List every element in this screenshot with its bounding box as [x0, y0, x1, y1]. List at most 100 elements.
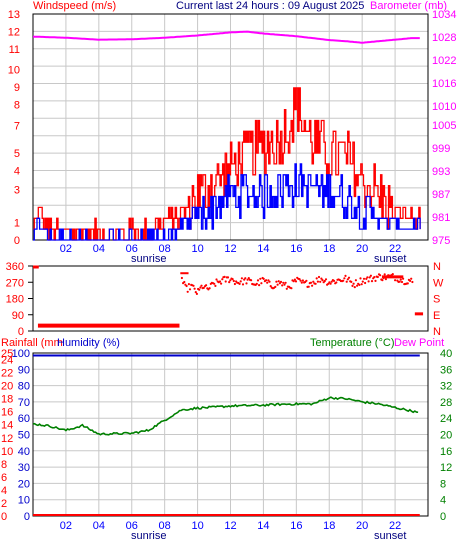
direction-point: [247, 277, 250, 280]
humidity-tick-label: 30: [18, 462, 30, 474]
temperature-tick-label: 12: [440, 462, 452, 474]
wind-tick-label: 3: [14, 185, 20, 197]
x-tick-label-bottom: 08: [159, 520, 171, 532]
humidity-tick-label: 20: [18, 478, 30, 490]
sunrise-label-top: sunrise: [131, 253, 166, 265]
x-tick-label: 20: [356, 243, 368, 255]
direction-point: [345, 280, 348, 283]
direction-point: [255, 282, 258, 285]
direction-point: [262, 277, 265, 280]
direction-point: [258, 284, 261, 287]
barometer-tick-label: 999: [432, 143, 450, 155]
temperature-tick-label: 24: [440, 413, 452, 425]
barometer-tick-label: 1010: [432, 101, 456, 113]
wind-tick-label: 11: [9, 44, 20, 56]
direction-point: [376, 275, 379, 279]
x-tick-label-bottom: 06: [126, 520, 138, 532]
direction-point: [344, 274, 347, 277]
compass-tick-label: N: [433, 261, 441, 273]
wind-tick-label: 9: [14, 82, 20, 94]
direction-point: [293, 278, 296, 281]
direction-point: [240, 277, 243, 280]
direction-point: [307, 285, 310, 288]
direction-point: [354, 279, 357, 282]
direction-point: [246, 278, 249, 281]
temperature-tick-label: 4: [440, 495, 446, 507]
direction-point: [394, 279, 397, 282]
direction-tick-label: 270: [6, 277, 24, 289]
direction-point: [195, 292, 198, 295]
wind-line: [33, 163, 421, 241]
wind-tick-label: 8: [14, 99, 20, 111]
rainfall-tick-label: 4: [1, 485, 7, 497]
direction-point: [400, 280, 404, 284]
direction-point: [224, 280, 227, 283]
direction-point: [365, 277, 368, 280]
humidity-tick-label: 90: [18, 364, 30, 376]
direction-point: [265, 279, 268, 282]
x-tick-label: 18: [323, 243, 335, 255]
windspeed-axis-title: Windspeed (m/s): [33, 0, 116, 12]
direction-point: [256, 279, 260, 282]
direction-tick-label: 180: [6, 294, 24, 306]
direction-point: [315, 277, 318, 280]
rainfall-tick-label: 18: [1, 394, 13, 406]
humidity-tick-label: 0: [24, 511, 30, 523]
direction-point: [392, 275, 395, 278]
direction-point: [319, 280, 322, 283]
temperature-tick-label: 0: [440, 511, 446, 523]
direction-point: [282, 281, 285, 284]
gust-line: [33, 87, 421, 241]
wind-tick-label: 5: [14, 148, 20, 160]
temperature-tick-label: 20: [440, 430, 452, 442]
barometer-axis-title: Barometer (mb): [370, 0, 447, 12]
chart-marks: 0134578910111213975981987993999100510101…: [1, 9, 456, 532]
direction-point: [218, 280, 222, 283]
compass-tick-label: W: [433, 277, 444, 289]
direction-point: [232, 279, 235, 283]
barometer-tick-label: 987: [432, 189, 450, 201]
rainfall-tick-label: 20: [1, 381, 13, 393]
sunrise-label-bottom: sunrise: [131, 530, 166, 542]
direction-point: [369, 274, 372, 277]
humidity-tick-label: 100: [12, 348, 30, 360]
direction-point: [284, 281, 287, 284]
direction-point: [294, 280, 298, 283]
wind-tick-label: 13: [8, 9, 20, 21]
direction-point: [411, 280, 414, 284]
dewpoint-axis-title: Dew Point: [394, 337, 444, 349]
direction-point: [229, 279, 232, 282]
direction-point: [373, 276, 376, 279]
x-tick-label: 14: [257, 243, 269, 255]
x-tick-label: 02: [60, 243, 72, 255]
barometer-line: [32, 30, 420, 44]
direction-point: [275, 280, 278, 283]
x-tick-label-bottom: 10: [191, 520, 203, 532]
wind-tick-label: 1: [14, 218, 20, 230]
wind-tick-label: 10: [8, 65, 20, 77]
rainfall-tick-label: 16: [1, 407, 13, 419]
direction-point: [260, 282, 263, 285]
temperature-tick-label: 8: [440, 478, 446, 490]
x-tick-label-bottom: 12: [224, 520, 236, 532]
direction-point: [343, 277, 346, 280]
direction-point: [351, 284, 354, 287]
direction-point: [309, 281, 313, 284]
direction-point: [324, 278, 328, 281]
direction-point: [202, 286, 205, 289]
direction-point: [374, 279, 377, 282]
x-tick-label: 08: [159, 243, 171, 255]
rainfall-tick-label: 14: [1, 420, 13, 432]
direction-point: [279, 280, 283, 283]
direction-point: [356, 284, 359, 287]
x-tick-label-bottom: 02: [60, 520, 72, 532]
direction-point: [359, 277, 362, 280]
direction-point: [381, 279, 384, 282]
direction-point: [213, 282, 216, 285]
barometer-tick-label: 1034: [432, 9, 456, 21]
direction-point: [362, 277, 366, 280]
direction-point: [245, 282, 248, 285]
x-tick-label: 22: [389, 243, 401, 255]
direction-point: [366, 276, 369, 279]
